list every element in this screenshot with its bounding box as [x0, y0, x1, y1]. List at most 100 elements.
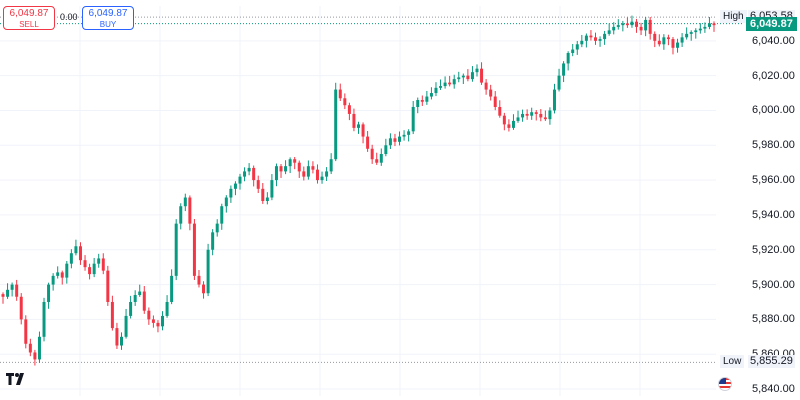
- candle-up: [398, 136, 402, 142]
- candle-down: [101, 258, 105, 271]
- candle-down: [648, 19, 652, 34]
- candle-down: [315, 169, 319, 181]
- candle-down: [297, 162, 301, 172]
- candle-down: [311, 166, 315, 170]
- candle-down: [192, 223, 196, 276]
- candle-down: [589, 35, 593, 38]
- candle-down: [420, 100, 424, 102]
- candle-up: [247, 167, 251, 172]
- candle-down: [393, 138, 397, 142]
- candle-down: [279, 166, 283, 172]
- candle-up: [183, 197, 187, 207]
- candle-up: [120, 336, 123, 346]
- candle-up: [133, 295, 137, 302]
- buy-label: BUY: [99, 20, 117, 29]
- candle-down: [498, 106, 502, 116]
- candle-down: [78, 246, 82, 261]
- candle-down: [202, 284, 206, 294]
- candle-down: [366, 136, 370, 149]
- candle-up: [284, 166, 288, 172]
- candle-up: [580, 40, 584, 45]
- candle-down: [15, 284, 19, 297]
- candle-up: [457, 77, 461, 80]
- candle-down: [534, 112, 538, 114]
- candle-up: [402, 134, 406, 137]
- candle-up: [179, 206, 183, 224]
- candle-up: [689, 32, 693, 34]
- last-price-label: 6,049.87: [746, 16, 797, 31]
- candle-up: [10, 284, 14, 290]
- candle-down: [639, 26, 643, 31]
- candle-up: [320, 176, 324, 181]
- candle-down: [361, 124, 365, 137]
- candlestick-series: [1, 15, 716, 366]
- candle-up: [644, 19, 648, 31]
- candle-up: [584, 35, 588, 41]
- candle-down: [594, 37, 597, 41]
- candle-up: [51, 275, 55, 285]
- candle-down: [106, 270, 110, 302]
- candle-down: [142, 291, 146, 311]
- price-axis-tick: 5,920.00: [752, 243, 795, 256]
- candle-up: [215, 223, 219, 233]
- candle-up: [129, 301, 133, 316]
- candle-up: [603, 33, 607, 40]
- candle-down: [653, 33, 657, 41]
- candle-down: [375, 159, 379, 163]
- candle-up: [411, 106, 415, 132]
- sell-button[interactable]: 6,049.87 SELL: [3, 6, 55, 30]
- us-flag-icon[interactable]: [718, 377, 732, 391]
- candle-down: [635, 21, 639, 27]
- candle-down: [370, 148, 374, 160]
- candle-down: [347, 105, 351, 114]
- candle-up: [97, 258, 101, 264]
- chart-grid: [0, 6, 716, 396]
- candle-up: [685, 33, 689, 38]
- candle-up: [694, 30, 698, 33]
- candle-up: [416, 100, 420, 107]
- candle-up: [42, 301, 46, 337]
- candle-down: [261, 188, 265, 201]
- candle-up: [124, 315, 128, 337]
- candle-up: [562, 63, 566, 76]
- candle-down: [110, 301, 114, 329]
- buy-button[interactable]: 6,049.87 BUY: [82, 6, 134, 30]
- candle-down: [188, 197, 192, 224]
- candle-up: [56, 272, 60, 276]
- candle-up: [325, 171, 329, 177]
- candle-down: [115, 328, 119, 346]
- spread-value: 0.00: [60, 12, 78, 22]
- candle-down: [489, 89, 493, 97]
- candle-up: [229, 188, 233, 198]
- candle-up: [388, 138, 392, 146]
- candle-down: [448, 82, 452, 85]
- candle-up: [566, 53, 570, 64]
- price-axis-tick: 5,960.00: [752, 174, 795, 187]
- candle-down: [484, 82, 488, 90]
- candle-up: [220, 206, 224, 224]
- candle-up: [274, 166, 278, 181]
- candle-up: [170, 275, 174, 302]
- candle-up: [607, 30, 611, 34]
- tradingview-logo-icon[interactable]: [6, 373, 30, 385]
- candle-up: [306, 166, 310, 177]
- candle-up: [379, 153, 383, 163]
- candle-up: [612, 26, 616, 31]
- candle-down: [539, 113, 543, 118]
- candle-down: [24, 319, 28, 344]
- candle-down: [19, 296, 23, 320]
- candle-up: [707, 23, 711, 27]
- candle-up: [575, 44, 579, 50]
- candle-up: [443, 82, 447, 87]
- candle-down: [60, 272, 64, 278]
- candle-up: [516, 117, 520, 121]
- candle-up: [630, 21, 634, 26]
- candle-down: [625, 23, 629, 26]
- candle-up: [47, 284, 51, 302]
- candle-down: [671, 39, 675, 48]
- candle-up: [92, 263, 96, 275]
- candle-up: [616, 25, 620, 27]
- candle-down: [156, 322, 160, 327]
- candle-down: [147, 310, 151, 320]
